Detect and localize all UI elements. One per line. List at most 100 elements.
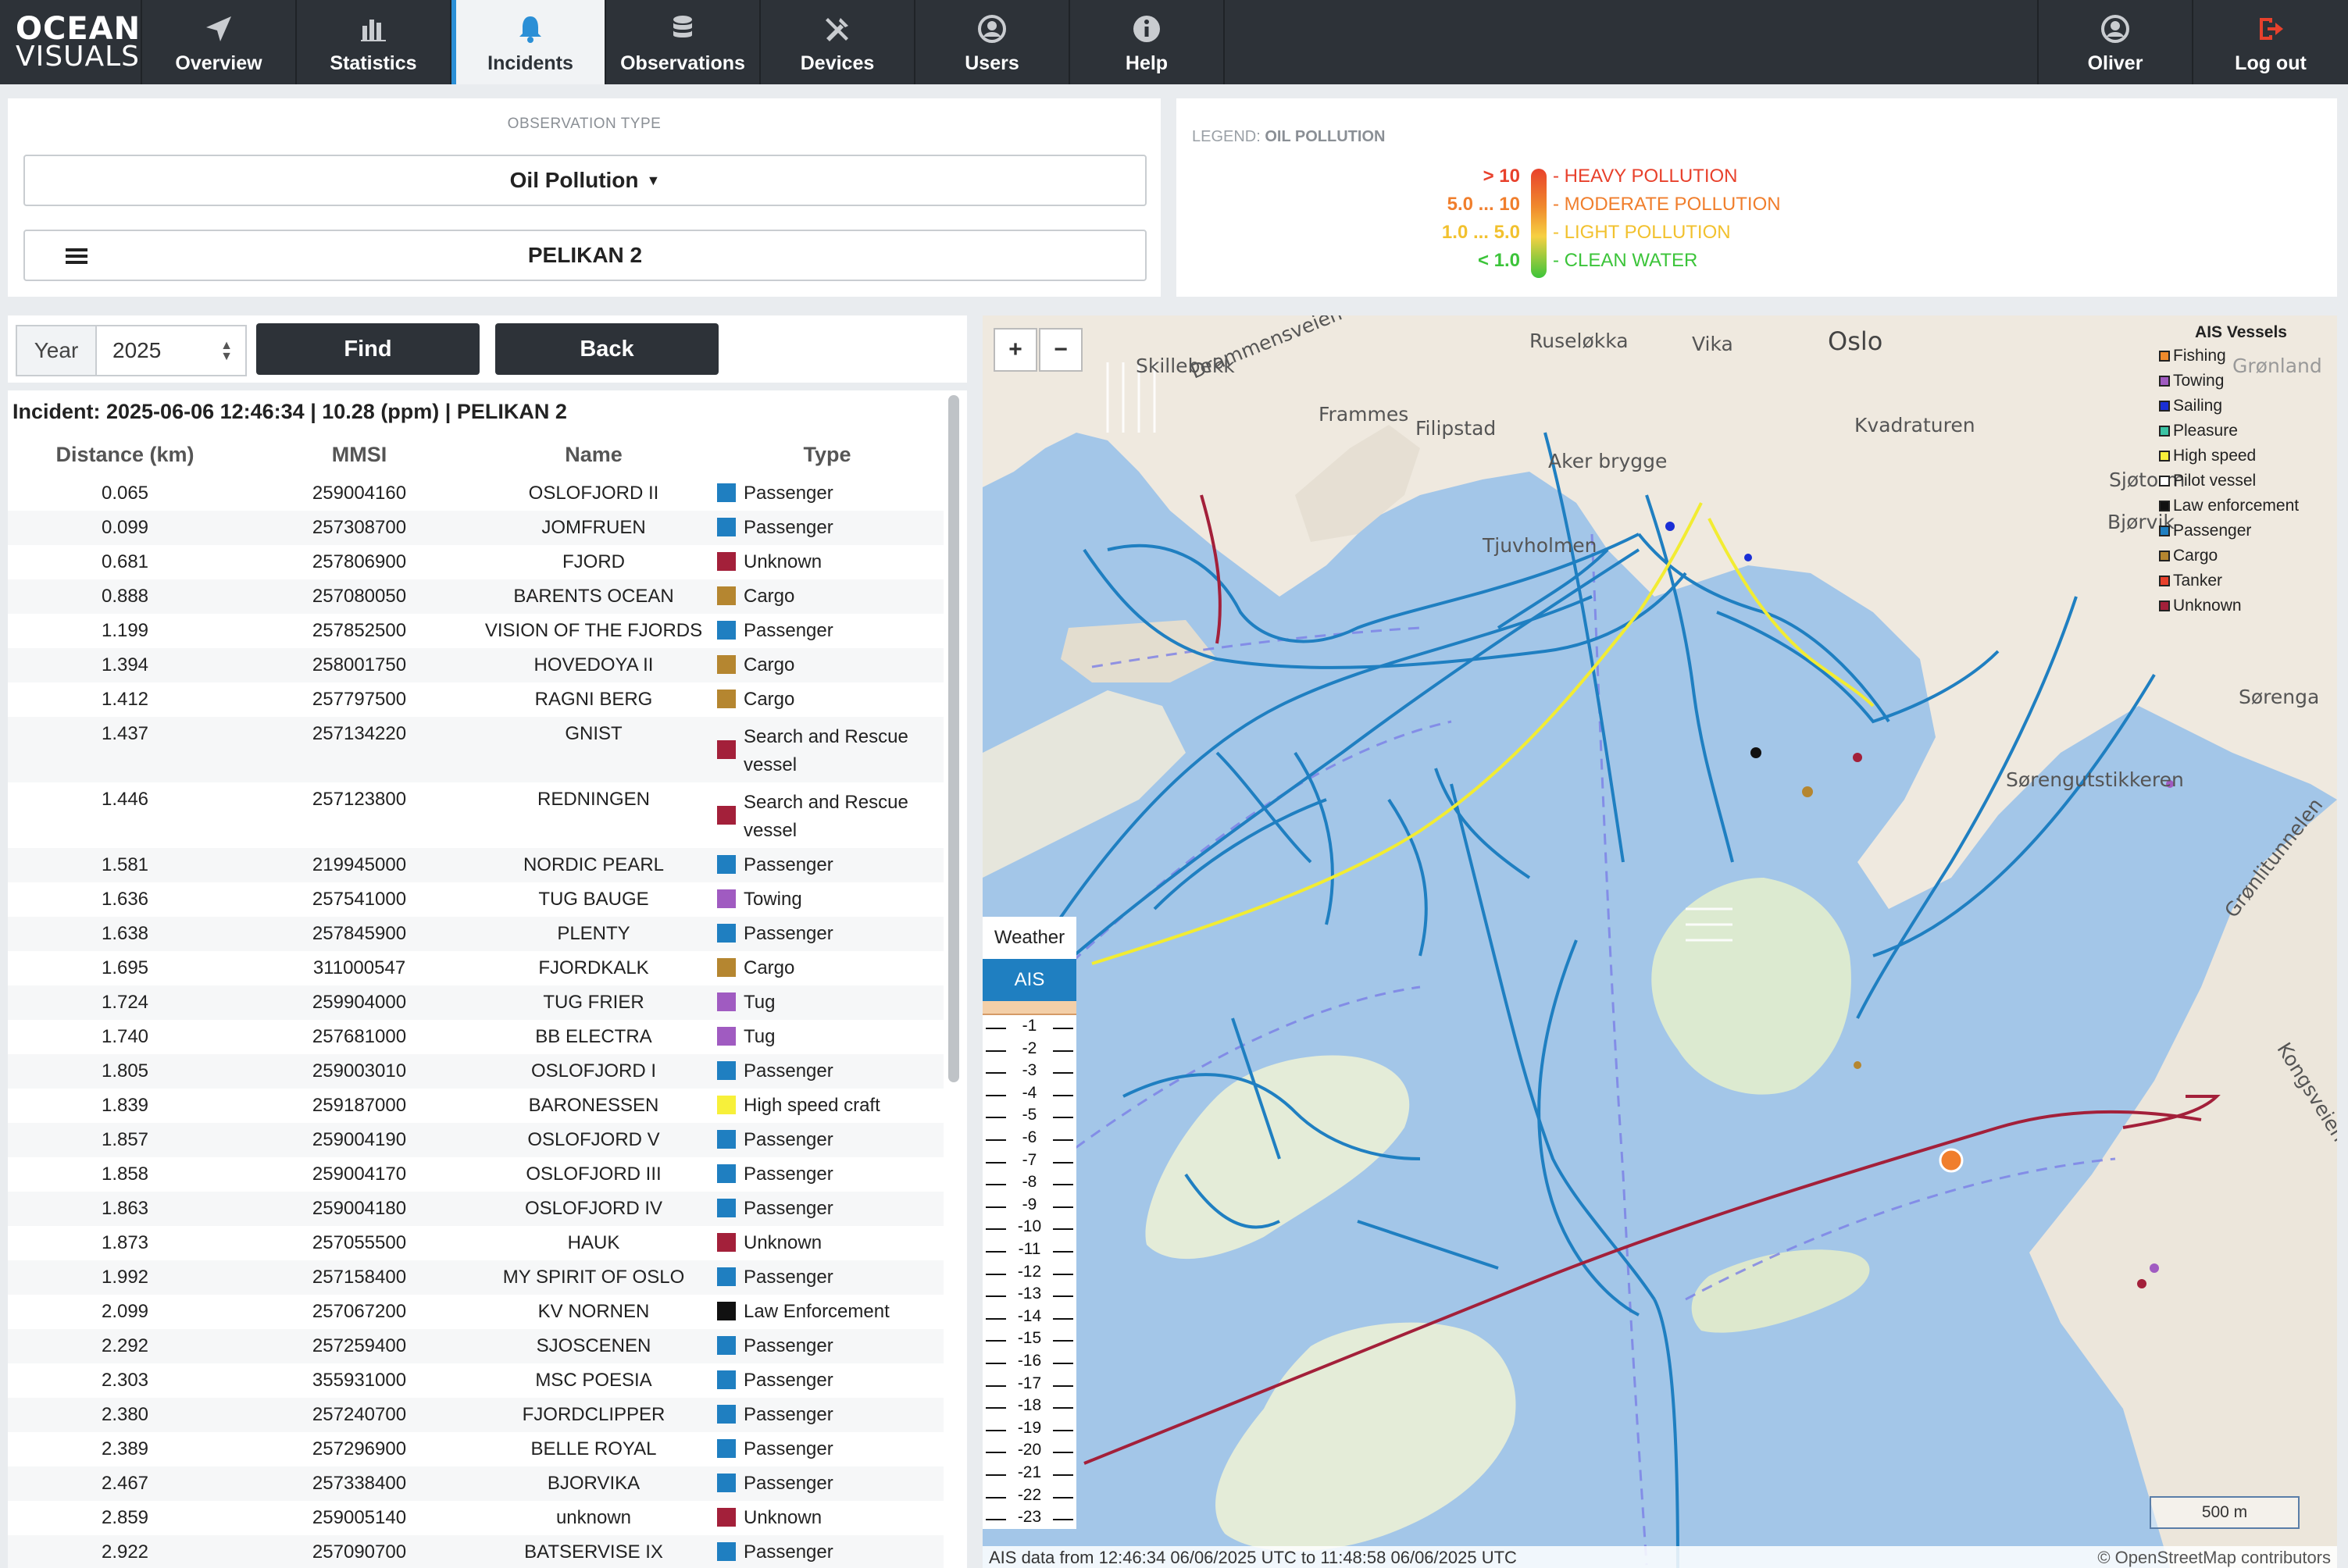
table-row[interactable]: 0.888 257080050 BARENTS OCEAN Cargo [8, 579, 944, 614]
cell-distance: 1.636 [101, 889, 149, 910]
table-row[interactable]: 1.873 257055500 HAUK Unknown [8, 1226, 944, 1260]
legend-color-scale [1531, 169, 1547, 278]
table-row[interactable]: 1.724 259904000 TUG FRIER Tug [8, 985, 944, 1020]
tab-incidents[interactable]: Incidents [451, 0, 606, 84]
land-southeast [2029, 800, 2337, 1568]
table-row[interactable]: 1.394 258001750 HOVEDOYA II Cargo [8, 648, 944, 682]
table-row[interactable]: 1.805 259003010 OSLOFJORD I Passenger [8, 1054, 944, 1089]
cell-mmsi: 257134220 [242, 717, 476, 782]
table-row[interactable]: 0.099 257308700 JOMFRUEN Passenger [8, 511, 944, 545]
cell-distance: 1.857 [8, 1123, 242, 1157]
device-selector[interactable]: PELIKAN 2 [23, 230, 1147, 281]
vessel-type-swatch [717, 1096, 736, 1114]
vessel-type-swatch [717, 1061, 736, 1080]
vessel-type-label: Cargo [744, 586, 795, 607]
tab-devices[interactable]: Devices [761, 0, 915, 84]
vessel-type-label: Passenger [744, 517, 833, 538]
tab-users[interactable]: Users [915, 0, 1070, 84]
legend-value: < 1.0 [1477, 250, 1520, 271]
table-row[interactable]: 1.863 259004180 OSLOFJORD IV Passenger [8, 1192, 944, 1226]
table-row[interactable]: 2.380 257240700 FJORDCLIPPER Passenger [8, 1398, 944, 1432]
vessel-type-label: Tug [744, 992, 776, 1013]
ais-layer-button[interactable]: AIS [983, 959, 1076, 1001]
cell-type: Law Enforcement [711, 1295, 944, 1329]
tab-overview[interactable]: Overview [142, 0, 297, 84]
table-row[interactable]: 1.857 259004190 OSLOFJORD V Passenger [8, 1123, 944, 1157]
vessel-type-label: Tug [744, 1026, 776, 1047]
cell-distance: 1.724 [8, 985, 242, 1020]
ais-data-range: AIS data from 12:46:34 06/06/2025 UTC to… [989, 1548, 1517, 1567]
ais-legend-item: Pilot vessel [2159, 469, 2323, 494]
tab-help[interactable]: Help [1070, 0, 1225, 84]
zoom-out-button[interactable]: − [1039, 328, 1083, 372]
table-row[interactable]: 2.099 257067200 KV NORNEN Law Enforcement [8, 1295, 944, 1329]
vessel-type-swatch [717, 1233, 736, 1252]
cell-type: Passenger [711, 1535, 944, 1568]
depth-tick: -3 [983, 1061, 1076, 1083]
table-row[interactable]: 2.389 257296900 BELLE ROYAL Passenger [8, 1432, 944, 1466]
cell-name: TUG FRIER [476, 985, 711, 1020]
cell-name: BARONESSEN [528, 1095, 659, 1116]
table-row[interactable]: 1.581 219945000 NORDIC PEARL Passenger [8, 848, 944, 882]
vessel-table-container[interactable]: Distance (km) MMSI Name Type 0.065 259004… [8, 433, 944, 1568]
column-header-type[interactable]: Type [803, 442, 851, 466]
logout-button[interactable]: Log out [2193, 0, 2348, 84]
tab-label: Users [965, 52, 1019, 74]
osm-attribution[interactable]: © OpenStreetMap contributors [2097, 1548, 2331, 1567]
cell-distance: 1.863 [8, 1192, 242, 1226]
ais-legend-label: Cargo [2173, 547, 2218, 565]
logout-label: Log out [2235, 52, 2307, 74]
table-row[interactable]: 1.636 257541000 TUG BAUGE Towing [8, 882, 944, 917]
place-label: Vika [1692, 333, 1733, 355]
place-label: Tjuvholmen [1483, 534, 1597, 557]
table-row[interactable]: 1.412 257797500 RAGNI BERG Cargo [8, 682, 944, 717]
place-label: Sørengutstikkeren [2006, 768, 2184, 791]
column-header-distance[interactable]: Distance (km) [55, 442, 194, 466]
zoom-in-button[interactable]: + [994, 328, 1037, 372]
table-row[interactable]: 2.859 259005140 unknown Unknown [8, 1501, 944, 1535]
depth-tick: -1 [983, 1017, 1076, 1039]
vessel-type-swatch [717, 1542, 736, 1561]
table-row[interactable]: 1.858 259004170 OSLOFJORD III Passenger [8, 1157, 944, 1192]
bell-icon [519, 16, 541, 43]
tab-observations[interactable]: Observations [606, 0, 761, 84]
user-menu[interactable]: Oliver [2039, 0, 2193, 84]
observation-type-dropdown[interactable]: Oil Pollution ▼ [23, 155, 1147, 206]
table-row[interactable]: 1.437 257134220 GNIST Search and Rescue ves… [8, 717, 944, 782]
ais-legend-title: AIS Vessels [2195, 323, 2287, 341]
app-logo[interactable]: OCEAN VISUALS [0, 0, 142, 84]
map-view[interactable]: Oslo Drammensveien Skillebekk Ruseløkka … [983, 315, 2337, 1568]
table-row[interactable]: 2.922 257090700 BATSERVISE IX Passenger [8, 1535, 944, 1568]
table-row[interactable]: 0.065 259004160 OSLOFJORD II Passenger [8, 476, 944, 511]
column-header-name[interactable]: Name [565, 442, 623, 466]
cell-mmsi: 257055500 [312, 1232, 407, 1253]
tab-statistics[interactable]: Statistics [297, 0, 451, 84]
database-icon [673, 16, 692, 37]
table-row[interactable]: 2.303 355931000 MSC POESIA Passenger [8, 1363, 944, 1398]
find-button[interactable]: Find [256, 323, 480, 375]
table-row[interactable]: 1.992 257158400 MY SPIRIT OF OSLO Passenger [8, 1260, 944, 1295]
table-row[interactable]: 1.695 311000547 FJORDKALK Cargo [8, 951, 944, 985]
year-input[interactable]: 2025 ▲ ▼ [97, 326, 245, 375]
table-row[interactable]: 2.292 257259400 SJOSCENEN Passenger [8, 1329, 944, 1363]
cell-mmsi: 257090700 [242, 1535, 476, 1568]
ais-legend-swatch [2159, 351, 2170, 362]
cell-mmsi: 257806900 [312, 551, 407, 572]
table-scrollbar[interactable] [948, 395, 959, 1082]
table-row[interactable]: 1.446 257123800 REDNINGEN Search and Rescue… [8, 782, 944, 848]
weather-layer-button[interactable]: Weather [983, 917, 1076, 959]
vessel-type-label: Passenger [744, 1438, 833, 1459]
back-button[interactable]: Back [495, 323, 719, 375]
column-header-mmsi[interactable]: MMSI [331, 442, 387, 466]
land-hovedoya [1651, 878, 1851, 1095]
depth-tick: -2 [983, 1039, 1076, 1061]
table-row[interactable]: 1.638 257845900 PLENTY Passenger [8, 917, 944, 951]
legend-prefix: LEGEND: [1192, 128, 1261, 145]
table-row[interactable]: 1.839 259187000 BARONESSEN High speed craft [8, 1089, 944, 1123]
spinner-arrows-icon[interactable]: ▲ ▼ [220, 339, 233, 363]
table-row[interactable]: 1.199 257852500 VISION OF THE FJORDS Passen… [8, 614, 944, 648]
table-row[interactable]: 0.681 257806900 FJORD Unknown [8, 545, 944, 579]
table-row[interactable]: 2.467 257338400 BJORVIKA Passenger [8, 1466, 944, 1501]
logout-icon [2260, 18, 2283, 40]
table-row[interactable]: 1.740 257681000 BB ELECTRA Tug [8, 1020, 944, 1054]
